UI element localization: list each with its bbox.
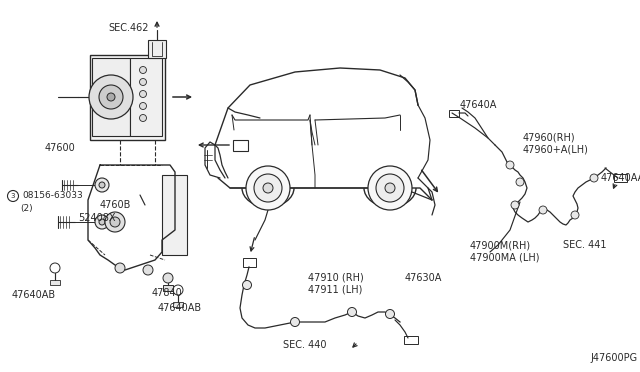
Circle shape (254, 174, 282, 202)
Text: 4760B: 4760B (100, 200, 131, 210)
Circle shape (163, 273, 173, 283)
Circle shape (105, 212, 125, 232)
FancyBboxPatch shape (404, 336, 418, 344)
Circle shape (140, 78, 147, 86)
Text: J47600PG: J47600PG (590, 353, 637, 363)
Circle shape (516, 178, 524, 186)
Circle shape (173, 285, 183, 295)
Circle shape (140, 115, 147, 122)
FancyBboxPatch shape (173, 302, 183, 307)
FancyBboxPatch shape (614, 174, 627, 182)
Circle shape (99, 219, 105, 225)
Circle shape (348, 308, 356, 317)
FancyBboxPatch shape (90, 55, 165, 140)
FancyBboxPatch shape (163, 285, 173, 291)
FancyBboxPatch shape (162, 175, 187, 255)
Circle shape (107, 93, 115, 101)
Circle shape (590, 174, 598, 182)
Text: 47600: 47600 (45, 143, 76, 153)
Circle shape (291, 317, 300, 327)
Circle shape (385, 183, 395, 193)
Circle shape (246, 166, 290, 210)
Circle shape (385, 310, 394, 318)
FancyBboxPatch shape (243, 258, 256, 267)
Text: 47900M(RH): 47900M(RH) (470, 240, 531, 250)
Circle shape (506, 161, 514, 169)
Circle shape (376, 174, 404, 202)
Circle shape (263, 183, 273, 193)
Text: 52408X: 52408X (78, 213, 115, 223)
Circle shape (99, 182, 105, 188)
Circle shape (368, 166, 412, 210)
Text: SEC. 441: SEC. 441 (563, 240, 607, 250)
Text: 47910 (RH): 47910 (RH) (308, 273, 364, 283)
Text: SEC.462: SEC.462 (108, 23, 148, 33)
Circle shape (243, 280, 252, 289)
Text: 47840: 47840 (152, 288, 183, 298)
Circle shape (95, 178, 109, 192)
Text: 08156-63033: 08156-63033 (22, 192, 83, 201)
Text: 47911 (LH): 47911 (LH) (308, 285, 362, 295)
Circle shape (143, 265, 153, 275)
FancyBboxPatch shape (50, 280, 60, 285)
Text: 47640AA: 47640AA (601, 173, 640, 183)
FancyBboxPatch shape (233, 140, 248, 151)
FancyBboxPatch shape (130, 58, 162, 136)
Circle shape (571, 211, 579, 219)
Text: 47900MA (LH): 47900MA (LH) (470, 252, 540, 262)
Text: 47960+A(LH): 47960+A(LH) (523, 145, 589, 155)
FancyBboxPatch shape (449, 110, 459, 117)
Circle shape (99, 85, 123, 109)
Circle shape (8, 190, 19, 202)
Circle shape (50, 263, 60, 273)
Circle shape (95, 215, 109, 229)
Circle shape (511, 201, 519, 209)
Circle shape (140, 67, 147, 74)
Text: 47960(RH): 47960(RH) (523, 133, 575, 143)
Text: SEC. 440: SEC. 440 (283, 340, 326, 350)
FancyBboxPatch shape (92, 58, 130, 136)
Text: 47640A: 47640A (460, 100, 497, 110)
Circle shape (89, 75, 133, 119)
Text: 47640AB: 47640AB (12, 290, 56, 300)
Circle shape (140, 103, 147, 109)
Text: 47640AB: 47640AB (158, 303, 202, 313)
Circle shape (115, 263, 125, 273)
Circle shape (539, 206, 547, 214)
FancyBboxPatch shape (148, 40, 166, 58)
Text: 47630A: 47630A (405, 273, 442, 283)
Text: 3: 3 (11, 193, 15, 199)
Circle shape (140, 90, 147, 97)
Text: (2): (2) (20, 205, 33, 214)
Circle shape (110, 217, 120, 227)
